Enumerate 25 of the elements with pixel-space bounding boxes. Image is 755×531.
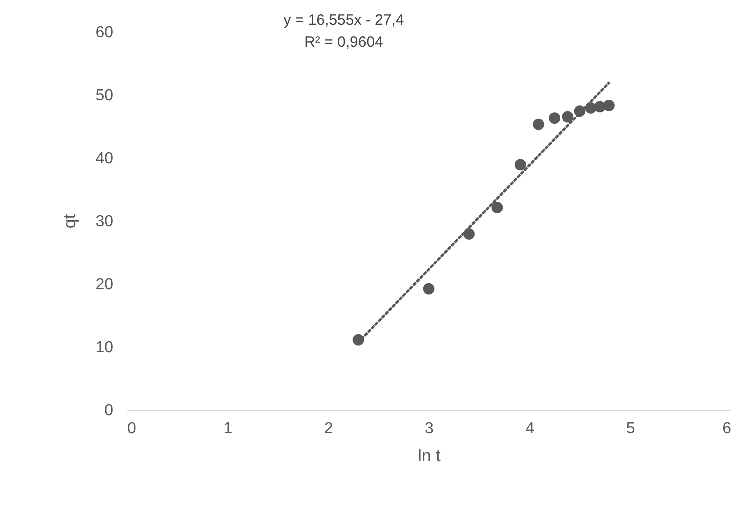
y-axis-title: qt	[60, 214, 80, 229]
point	[514, 159, 526, 171]
y-tick-label: 30	[96, 214, 114, 230]
x-tick-label: 4	[526, 420, 535, 438]
point	[603, 100, 615, 112]
y-tick-label: 20	[96, 276, 114, 294]
x-tick-label: 0	[128, 420, 136, 438]
y-tick-label: 50	[96, 88, 114, 104]
point	[492, 202, 504, 214]
y-tick-label: 60	[96, 24, 114, 42]
x-tick-label: 1	[224, 420, 233, 438]
x-tick-label: 3	[425, 420, 434, 438]
x-tick-label: 6	[722, 420, 732, 438]
x-tick-label: 5	[626, 420, 636, 438]
annotation: R² = 0,9604	[304, 34, 384, 51]
x-axis-title: ln t	[418, 446, 442, 466]
y-tick-label: 10	[96, 340, 114, 356]
x-tick-label: 2	[324, 420, 334, 438]
y-tick-label: 40	[96, 150, 114, 168]
point	[423, 283, 435, 295]
point	[533, 118, 544, 130]
y-tick-label: 0	[104, 402, 114, 420]
text: y = 16,555x - 27,4	[284, 12, 404, 29]
point	[562, 111, 574, 123]
point	[549, 112, 561, 124]
